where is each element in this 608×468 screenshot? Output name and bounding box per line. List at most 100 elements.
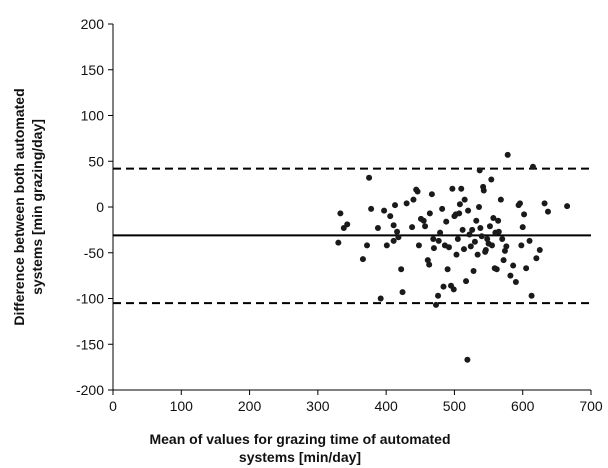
- data-point: [465, 207, 472, 214]
- data-point: [564, 203, 571, 210]
- data-point: [450, 286, 457, 293]
- data-point: [512, 279, 519, 286]
- data-point: [374, 225, 381, 232]
- data-point: [544, 208, 551, 215]
- data-point: [464, 356, 471, 363]
- data-point: [460, 246, 467, 253]
- y-axis-label: systems [min grazing/day]: [29, 119, 45, 295]
- data-point: [476, 167, 483, 174]
- data-point: [477, 225, 484, 232]
- data-point: [337, 210, 344, 217]
- data-point: [364, 242, 371, 249]
- data-point: [470, 268, 477, 275]
- x-axis-label: Mean of values for grazing time of autom…: [149, 431, 450, 447]
- data-point: [493, 266, 500, 273]
- y-tick-label: -200: [76, 382, 104, 398]
- data-point: [344, 221, 351, 228]
- x-tick-label: 700: [579, 398, 603, 414]
- data-point: [454, 236, 461, 243]
- data-point: [453, 251, 460, 258]
- data-point: [507, 272, 514, 279]
- data-point: [399, 289, 406, 296]
- data-point: [476, 204, 483, 210]
- data-point: [359, 256, 366, 263]
- data-point: [484, 236, 491, 243]
- data-point: [398, 266, 405, 273]
- data-point: [463, 278, 470, 285]
- data-point: [409, 224, 416, 231]
- x-tick-label: 300: [306, 398, 330, 414]
- data-point: [541, 200, 548, 207]
- x-tick-label: 500: [443, 398, 467, 414]
- data-point: [490, 214, 497, 221]
- data-point: [430, 236, 437, 243]
- data-point: [456, 210, 463, 217]
- data-point: [444, 266, 451, 273]
- y-tick-label: 0: [96, 199, 104, 215]
- data-point: [449, 185, 456, 192]
- x-tick-label: 600: [511, 398, 535, 414]
- data-point: [495, 228, 502, 235]
- data-point: [480, 187, 487, 194]
- data-point: [529, 163, 536, 170]
- data-point: [435, 292, 442, 299]
- data-point: [435, 237, 442, 244]
- data-point: [458, 185, 465, 192]
- data-point: [503, 243, 510, 250]
- data-point: [499, 236, 506, 243]
- data-point: [368, 205, 375, 212]
- data-point: [383, 242, 390, 249]
- data-point: [392, 202, 399, 209]
- y-tick-label: 100: [81, 108, 105, 124]
- data-point: [518, 242, 525, 249]
- data-point: [473, 217, 480, 224]
- data-point: [381, 207, 388, 214]
- data-point: [430, 245, 437, 252]
- data-point: [445, 244, 452, 251]
- x-tick-label: 0: [109, 398, 117, 414]
- data-point: [403, 200, 410, 207]
- data-point: [443, 218, 450, 225]
- data-point: [390, 237, 397, 244]
- y-tick-label: -150: [76, 336, 104, 352]
- data-point: [466, 231, 473, 238]
- data-point: [533, 255, 540, 262]
- data-point: [428, 191, 435, 198]
- y-axis-label: Difference between both automated: [11, 88, 27, 325]
- x-tick-label: 200: [238, 398, 262, 414]
- data-point: [474, 251, 481, 258]
- y-tick-label: -100: [76, 291, 104, 307]
- data-point: [528, 292, 535, 299]
- y-tick-label: -50: [84, 245, 104, 261]
- data-point: [456, 201, 463, 208]
- data-point: [366, 174, 373, 181]
- data-point: [536, 247, 543, 254]
- data-point: [482, 247, 489, 254]
- data-point: [459, 226, 466, 233]
- data-point: [426, 261, 433, 268]
- data-point: [439, 205, 446, 212]
- x-tick-label: 100: [170, 398, 194, 414]
- data-point: [486, 223, 493, 230]
- data-point: [432, 301, 439, 308]
- data-point: [387, 213, 394, 220]
- data-point: [495, 217, 502, 224]
- data-point: [504, 151, 511, 158]
- data-point: [526, 237, 533, 244]
- data-point: [415, 242, 422, 249]
- data-point: [467, 243, 474, 250]
- data-point: [395, 234, 402, 241]
- x-tick-label: 400: [374, 398, 398, 414]
- data-point: [501, 247, 508, 254]
- data-point: [437, 229, 444, 236]
- data-point: [420, 217, 427, 224]
- data-point: [488, 176, 495, 183]
- y-tick-label: 150: [81, 62, 105, 78]
- data-point: [521, 211, 528, 218]
- data-point: [478, 233, 485, 240]
- data-point: [394, 228, 401, 235]
- data-point: [377, 295, 384, 302]
- data-point: [469, 226, 476, 233]
- data-point: [500, 257, 507, 264]
